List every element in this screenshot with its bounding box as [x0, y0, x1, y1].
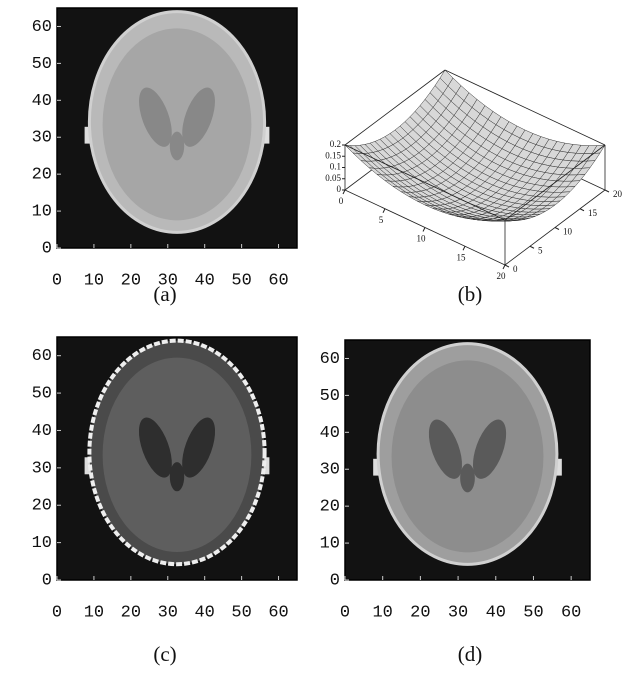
brain: [103, 358, 252, 552]
y-tick-label: 50: [32, 55, 52, 74]
ventricle: [170, 132, 184, 161]
brain: [103, 28, 252, 220]
x-tick-label: 60: [561, 603, 581, 622]
x-tick-label: 60: [268, 271, 288, 290]
x-tick-label: 30: [448, 603, 468, 622]
x-tick-label: 10: [84, 271, 104, 290]
caption: (c): [153, 642, 176, 666]
y-tick-label: 10: [563, 227, 573, 237]
z-tick-label: 0.1: [330, 162, 341, 172]
y-tick: [530, 246, 534, 248]
x-tick-label: 5: [379, 215, 384, 225]
ventricle: [170, 462, 184, 491]
caption: (d): [458, 642, 483, 666]
x-tick: [343, 190, 345, 194]
y-tick: [505, 265, 509, 267]
y-tick-label: 50: [320, 387, 340, 406]
y-tick-label: 15: [588, 208, 598, 218]
x-tick-label: 50: [523, 603, 543, 622]
y-tick-label: 5: [538, 245, 543, 255]
y-tick-label: 60: [32, 347, 52, 366]
caption: (b): [458, 282, 483, 306]
x-tick-label: 20: [497, 271, 507, 281]
y-tick: [555, 228, 559, 230]
y-tick-label: 0: [42, 571, 52, 590]
x-tick-label: 10: [372, 603, 392, 622]
page: 0 10 20 30 40 50 60 0 10 20 30 40 50 60 (a) 0 5 10 15 20 0 5 1…: [0, 0, 623, 673]
x-tick-label: 10: [84, 603, 104, 622]
x-tick-label: 40: [486, 603, 506, 622]
y-tick-label: 10: [32, 203, 52, 222]
y-tick-label: 40: [320, 424, 340, 443]
y-tick-label: 0: [330, 571, 340, 590]
x-tick: [423, 228, 425, 232]
y-tick: [605, 190, 609, 192]
x-tick-label: 40: [194, 603, 214, 622]
ventricle: [460, 464, 475, 493]
y-tick-label: 10: [32, 534, 52, 553]
y-tick-label: 20: [613, 189, 623, 199]
y-tick-label: 60: [32, 18, 52, 37]
y-tick-label: 20: [32, 497, 52, 516]
z-tick-label: 0.05: [325, 173, 341, 183]
x-tick: [503, 265, 505, 269]
y-tick-label: 20: [320, 498, 340, 517]
x-tick-label: 20: [410, 603, 430, 622]
y-tick: [580, 209, 584, 211]
x-tick-label: 50: [231, 271, 251, 290]
x-tick-label: 0: [339, 196, 344, 206]
x-tick-label: 60: [268, 603, 288, 622]
z-tick-label: 0: [337, 184, 342, 194]
x-tick-label: 20: [121, 271, 141, 290]
x-tick-label: 50: [231, 603, 251, 622]
z-tick-label: 0.2: [330, 139, 341, 149]
x-tick-label: 0: [340, 603, 350, 622]
figure: 0 10 20 30 40 50 60 0 10 20 30 40 50 60 (a) 0 5 10 15 20 0 5 1…: [0, 0, 623, 673]
y-tick-label: 10: [320, 535, 340, 554]
z-tick-label: 0.15: [325, 150, 341, 160]
y-tick-label: 20: [32, 166, 52, 185]
surface-patch: [497, 220, 510, 221]
y-tick-label: 30: [320, 461, 340, 480]
x-tick-label: 10: [417, 234, 427, 244]
caption: (a): [153, 282, 176, 306]
y-tick-label: 30: [32, 129, 52, 148]
y-tick-label: 40: [32, 92, 52, 111]
x-tick-label: 0: [52, 603, 62, 622]
y-tick-label: 30: [32, 459, 52, 478]
x-tick: [383, 209, 385, 213]
x-tick-label: 30: [158, 603, 178, 622]
y-tick-label: 0: [42, 239, 52, 258]
x-tick: [463, 246, 465, 250]
y-tick-label: 60: [320, 350, 340, 369]
y-tick-label: 0: [513, 264, 518, 274]
y-tick-label: 50: [32, 385, 52, 404]
brain: [392, 360, 544, 552]
y-tick-label: 40: [32, 422, 52, 441]
x-tick-label: 40: [194, 271, 214, 290]
x-tick-label: 20: [121, 603, 141, 622]
x-tick-label: 15: [457, 252, 467, 262]
x-tick-label: 0: [52, 271, 62, 290]
